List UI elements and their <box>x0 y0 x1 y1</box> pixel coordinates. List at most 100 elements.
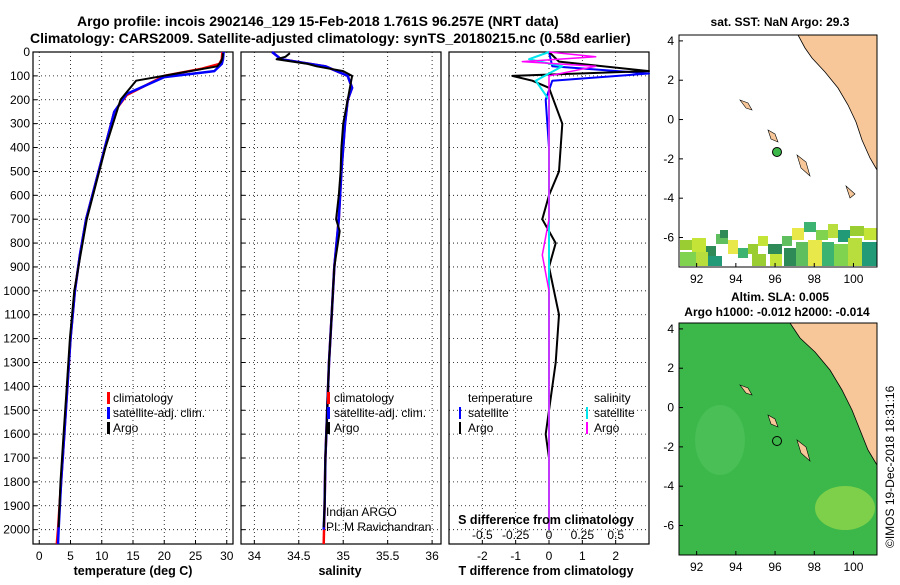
credit-pi: PI: M Ravichandran <box>326 520 431 534</box>
depth-tick-label: 300 <box>10 117 30 131</box>
sla-island-3 <box>796 439 811 462</box>
title-line-2: Climatology: CARS2009. Satellite-adjuste… <box>30 30 631 46</box>
depth-tick-label: 1600 <box>3 427 30 441</box>
sst-pixel <box>816 230 828 240</box>
sst-pixel <box>716 234 728 244</box>
s-tick-label: -0.5 <box>472 528 493 542</box>
x-tick-label: 35.5 <box>376 549 400 563</box>
temperature-legend: climatology satellite-adj. clim. Argo <box>107 391 205 435</box>
depth-tick-label: 0 <box>23 45 30 59</box>
x-tick-label: 2 <box>612 549 619 563</box>
difference-legend: temperature satellite Argo salinity sate… <box>459 391 635 435</box>
x-tick-label: 34.5 <box>287 549 311 563</box>
sal-legend-climatology: climatology <box>334 391 394 405</box>
map-lon-label: 100 <box>843 560 863 574</box>
x-tick-label: 30 <box>220 549 234 563</box>
map-lon-label: 94 <box>729 272 743 286</box>
sla-mid-patch <box>695 405 745 475</box>
legend-temperature-title: temperature <box>468 391 533 405</box>
depth-tick-label: 800 <box>10 236 30 250</box>
map-lat-label: -4 <box>663 191 674 205</box>
x-tick-label: 20 <box>158 549 172 563</box>
sst-pixel <box>768 244 782 254</box>
sst-map-title: sat. SST: NaN Argo: 29.3 <box>711 15 850 29</box>
map-lat-label: 0 <box>667 401 674 415</box>
sla-argo-marker <box>772 436 782 446</box>
sst-island-2 <box>767 129 779 143</box>
sst-pixel <box>848 238 862 266</box>
sst-island-3 <box>796 154 811 177</box>
map-lat-label: -6 <box>663 519 674 533</box>
depth-tick-label: 2000 <box>3 523 30 537</box>
map-lon-label: 100 <box>843 272 863 286</box>
depth-tick-label: 1200 <box>3 332 30 346</box>
sst-pixel <box>864 228 877 240</box>
map-lon-label: 96 <box>768 560 782 574</box>
map-lat-label: 2 <box>667 361 674 375</box>
salinity-xlabel: salinity <box>318 564 361 578</box>
legend-t-satellite-swatch <box>459 407 461 419</box>
sst-island-4 <box>845 185 856 199</box>
sal-legend-argo-swatch <box>327 422 330 434</box>
depth-tick-label: 900 <box>10 260 30 274</box>
depth-tick-label: 700 <box>10 212 30 226</box>
sal-legend-satellite: satellite-adj. clim. <box>334 406 426 420</box>
salinity-panel: 34 34.5 35 35.5 36 salinity climatology sate… <box>240 51 442 578</box>
sal-legend-satellite-swatch <box>327 407 330 419</box>
map-lon-label: 92 <box>690 560 704 574</box>
x-tick-label: -2 <box>477 549 488 563</box>
sst-pixel <box>828 224 838 238</box>
s-difference-label: S difference from climatology <box>458 513 634 527</box>
depth-tick-label: 1000 <box>3 284 30 298</box>
timestamp-stamp: ©IMOS 19-Dec-2018 18:31:16 <box>883 385 897 548</box>
s-difference-ticks: -0.5 -0.25 0 0.25 0.5 <box>472 528 624 542</box>
depth-tick-label: 1900 <box>3 499 30 513</box>
sst-pixel <box>728 240 738 254</box>
sst-pixel <box>784 248 796 266</box>
depth-tick-label: 1400 <box>3 379 30 393</box>
depth-tick-label: 100 <box>10 69 30 83</box>
temperature-axes <box>32 51 234 545</box>
depth-tick-label: 1100 <box>4 308 30 322</box>
s-tick-label: 0.5 <box>607 528 624 542</box>
depth-tick-label: 400 <box>10 141 30 155</box>
map-lon-label: 98 <box>808 560 822 574</box>
depth-tick-label: 200 <box>10 93 30 107</box>
depth-tick-label: 1500 <box>3 403 30 417</box>
salinity-legend: climatology satellite-adj. clim. Argo <box>327 391 426 435</box>
sst-pixel <box>758 236 768 246</box>
sst-land-sumatra <box>797 34 878 172</box>
legend-argo-swatch <box>107 422 110 434</box>
sst-map-frame <box>678 34 878 268</box>
sst-pixel <box>706 246 716 256</box>
legend-climatology: climatology <box>113 391 173 405</box>
salinity-axes <box>240 51 442 545</box>
sla-land-sumatra <box>789 322 878 467</box>
legend-salinity-title: salinity <box>594 391 631 405</box>
depth-tick-label: 1300 <box>3 355 30 369</box>
legend-t-argo-swatch <box>459 422 461 434</box>
legend-s-argo: Argo <box>594 421 620 435</box>
s-tick-label: 0.25 <box>571 528 595 542</box>
sst-pixel <box>782 236 792 246</box>
x-tick-label: 10 <box>95 549 109 563</box>
difference-xticks: -2 -1 0 1 2 <box>477 540 619 563</box>
x-tick-label: 5 <box>67 549 74 563</box>
sst-pixel <box>862 242 877 266</box>
sst-pixel <box>708 256 722 266</box>
map-lon-label: 98 <box>808 272 822 286</box>
map-lat-label: 2 <box>667 73 674 87</box>
sst-map: sat. SST: NaN Argo: 29.3 92 94 96 98 100 4 2 0 -… <box>663 15 878 286</box>
x-tick-label: 0 <box>546 549 553 563</box>
map-lat-label: -4 <box>663 479 674 493</box>
x-tick-label: 36 <box>425 549 439 563</box>
difference-xlabel: T difference from climatology <box>458 564 633 578</box>
map-lon-label: 92 <box>690 272 704 286</box>
depth-tick-label: 500 <box>10 164 30 178</box>
sst-pixel <box>680 252 696 266</box>
legend-s-satellite-swatch <box>586 407 588 419</box>
x-tick-label: -1 <box>510 549 521 563</box>
sst-pixel <box>822 242 834 266</box>
series-line-argo <box>57 53 224 528</box>
